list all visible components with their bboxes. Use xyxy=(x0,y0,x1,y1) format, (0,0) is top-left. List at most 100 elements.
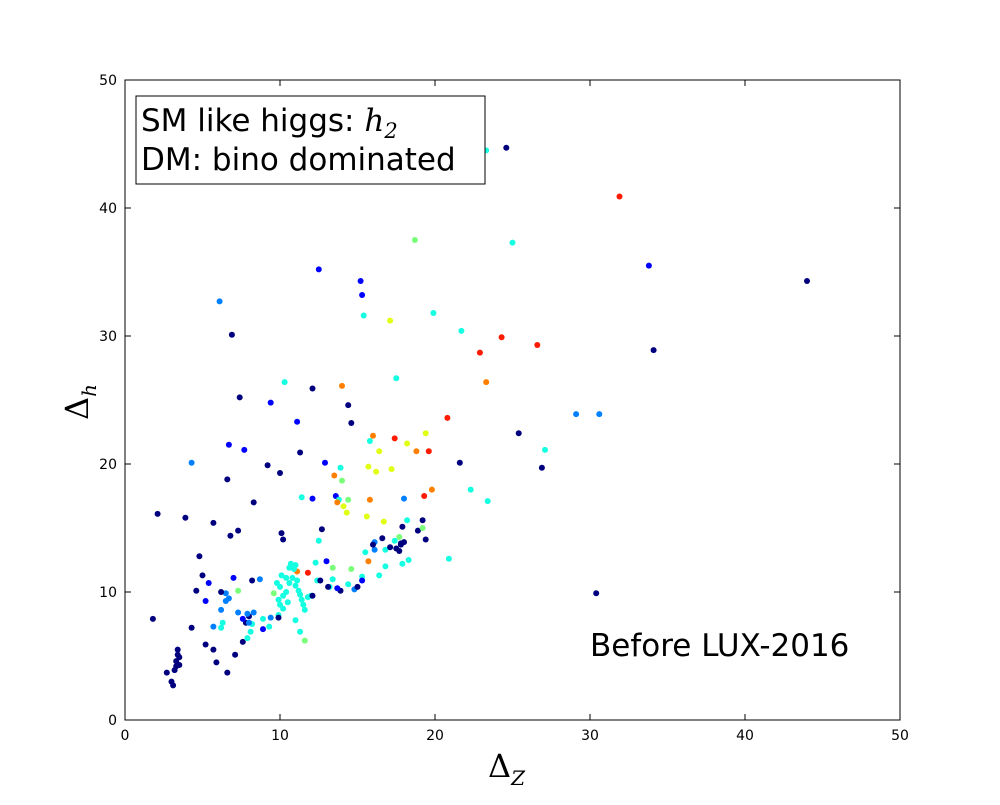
data-point xyxy=(382,546,389,553)
data-point xyxy=(503,144,510,151)
data-point xyxy=(176,662,183,668)
data-point xyxy=(396,548,403,554)
data-point xyxy=(280,536,287,543)
data-point xyxy=(235,609,242,616)
x-tick-label: 20 xyxy=(426,728,444,744)
data-point xyxy=(297,449,304,456)
data-point xyxy=(219,619,226,626)
data-point xyxy=(239,638,246,645)
data-point xyxy=(297,628,304,635)
data-point xyxy=(419,517,426,524)
data-point xyxy=(467,486,474,493)
data-point xyxy=(154,510,161,517)
data-point xyxy=(267,399,274,406)
data-point xyxy=(270,590,277,597)
data-point xyxy=(281,379,288,386)
data-point xyxy=(247,628,254,635)
data-point xyxy=(174,646,181,653)
x-tick-label: 40 xyxy=(736,728,754,744)
data-point xyxy=(230,574,237,581)
data-point xyxy=(278,572,285,579)
data-point xyxy=(370,432,376,439)
data-point xyxy=(366,438,373,444)
data-point xyxy=(348,566,355,572)
y-tick-label: 40 xyxy=(99,201,117,217)
data-point xyxy=(275,614,282,621)
legend-box-frame xyxy=(135,95,486,185)
data-point xyxy=(593,590,600,597)
data-point xyxy=(202,641,209,648)
data-point xyxy=(298,494,305,501)
data-point xyxy=(210,519,217,526)
data-point xyxy=(365,558,372,565)
data-point xyxy=(483,379,490,386)
data-point xyxy=(266,623,273,630)
data-point xyxy=(294,418,301,425)
data-point xyxy=(287,560,294,567)
data-point xyxy=(244,610,251,617)
x-tick-label: 30 xyxy=(581,728,599,744)
y-tick-label: 50 xyxy=(99,73,117,89)
data-point xyxy=(193,587,200,594)
data-point xyxy=(325,583,332,590)
data-point xyxy=(284,599,291,606)
data-point xyxy=(205,580,212,586)
data-point xyxy=(241,446,248,453)
x-tick-label: 50 xyxy=(891,728,909,744)
data-point xyxy=(244,635,251,642)
data-point xyxy=(218,606,225,613)
data-point xyxy=(331,472,338,479)
data-point xyxy=(260,626,266,633)
data-point xyxy=(484,498,491,505)
data-point xyxy=(277,470,283,476)
data-point xyxy=(225,441,232,448)
data-point xyxy=(289,574,296,581)
data-point xyxy=(387,317,394,324)
data-point xyxy=(339,477,345,484)
data-point xyxy=(430,310,437,316)
data-point xyxy=(365,463,372,470)
data-point xyxy=(309,592,316,599)
data-point xyxy=(334,585,341,592)
data-point xyxy=(280,592,287,599)
data-point xyxy=(250,499,257,506)
data-point xyxy=(542,446,548,453)
data-point xyxy=(312,559,319,566)
data-point xyxy=(317,577,324,584)
annotation-before-lux: Before LUX-2016 xyxy=(590,628,849,664)
data-point xyxy=(224,476,231,483)
data-point xyxy=(804,278,810,284)
data-point xyxy=(425,448,432,455)
data-point xyxy=(411,237,418,243)
data-point xyxy=(414,527,421,534)
data-point xyxy=(267,614,274,621)
data-point xyxy=(280,605,287,612)
data-point xyxy=(294,577,301,584)
data-point xyxy=(376,448,383,455)
data-point xyxy=(380,518,387,525)
data-point xyxy=(405,557,412,563)
data-point xyxy=(382,563,389,570)
data-point xyxy=(301,637,308,644)
data-point xyxy=(170,682,177,689)
data-point xyxy=(573,411,580,418)
data-point xyxy=(218,624,225,631)
data-point xyxy=(445,555,452,562)
data-point xyxy=(379,535,386,542)
data-point xyxy=(354,583,361,590)
data-point xyxy=(275,596,282,603)
data-point xyxy=(163,669,170,676)
data-point xyxy=(538,464,545,471)
plot-frame xyxy=(124,79,901,721)
data-point xyxy=(399,523,406,530)
data-point xyxy=(387,544,394,551)
data-point xyxy=(292,582,299,589)
data-point xyxy=(149,615,156,622)
data-point xyxy=(421,493,428,499)
data-point xyxy=(227,532,234,539)
data-point xyxy=(318,526,325,533)
data-point xyxy=(176,654,183,661)
data-point xyxy=(222,590,229,597)
data-point xyxy=(360,312,367,319)
